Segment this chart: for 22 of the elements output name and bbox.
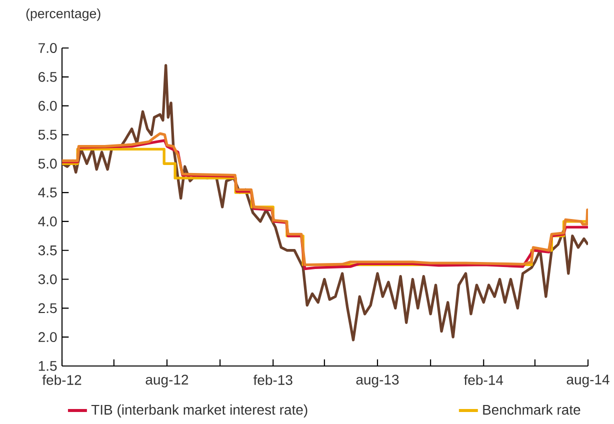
y-tick-label: 5.5 <box>38 130 57 140</box>
y-axis-title: (percentage) <box>26 8 100 21</box>
y-tick-label: 3.5 <box>38 245 57 256</box>
y-tick-label: 5.0 <box>38 158 57 169</box>
y-tick-label: 2.5 <box>38 303 57 314</box>
line-series <box>62 64 588 342</box>
x-tick-label: aug-13 <box>356 374 399 388</box>
y-tick-label: 2.0 <box>38 332 57 342</box>
y-tick-label: 7.0 <box>38 43 57 53</box>
x-tick-label: feb-14 <box>464 374 504 385</box>
y-tick-label: 1.5 <box>38 361 57 371</box>
y-tick-label: 6.0 <box>38 100 57 111</box>
legend-label: Benchmark rate <box>483 404 580 415</box>
y-tick-label: 6.5 <box>38 72 57 82</box>
y-tick-label: 3.0 <box>38 274 57 284</box>
y-tick-label: 4.0 <box>38 216 57 226</box>
x-tick-label: feb-12 <box>42 374 82 385</box>
y-tick-label: 4.5 <box>38 188 57 198</box>
x-tick-label: aug-14 <box>566 374 610 388</box>
legend-label: TIB (interbank market interest rate) <box>91 404 308 418</box>
x-tick-label: aug-12 <box>146 374 188 388</box>
x-tick-label: feb-13 <box>253 374 292 385</box>
